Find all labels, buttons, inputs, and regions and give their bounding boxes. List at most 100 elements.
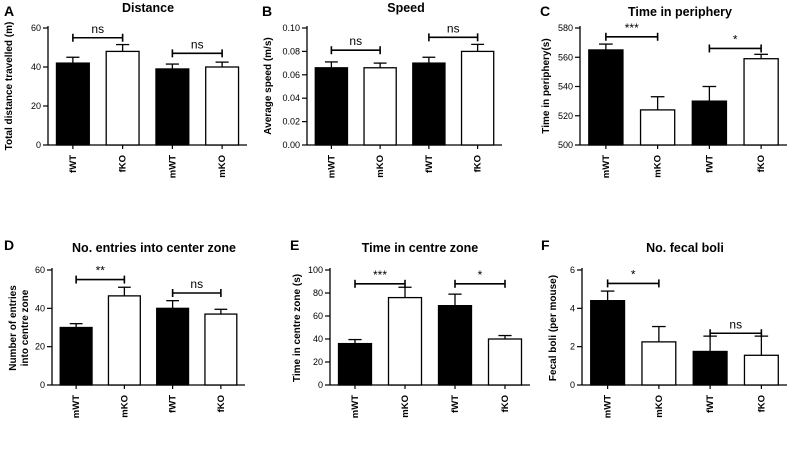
bar-d-mko (107, 295, 141, 386)
y-tick-label-a: 40 (31, 62, 41, 72)
x-tick-label-c: fWT (704, 155, 715, 173)
significance-label-e: * (478, 268, 483, 282)
x-tick-label-c: mKO (653, 155, 664, 178)
panel-d: D No. entries into center zone Number of e… (4, 237, 245, 418)
y-tick-label-b: 0.06 (282, 70, 300, 80)
bar-b-fko (460, 50, 495, 146)
y-axis-label-d: Number of entriesinto centre zone (8, 285, 31, 371)
y-tick-label-a: 20 (31, 101, 41, 111)
y-tick-label-c: 580 (558, 23, 573, 33)
y-tick-label-e: 40 (313, 334, 323, 344)
x-tick-label-f: fWT (705, 395, 716, 413)
bar-f-fwt (692, 350, 728, 386)
x-tick-label-f: mWT (603, 395, 614, 418)
x-tick-label-d: fKO (216, 395, 227, 412)
y-axis-label-f: Fecal boli (per mouse) (548, 275, 559, 381)
y-axis-label-line: into centre zone (20, 289, 31, 366)
x-tick-label-e: fKO (500, 395, 511, 412)
bar-e-mko (387, 296, 423, 386)
x-tick-label-e: fWT (450, 395, 461, 413)
significance-label-d: ** (96, 264, 106, 278)
bar-c-fwt (691, 100, 728, 146)
x-tick-label-f: fKO (756, 395, 767, 412)
y-axis-label-e: Time in centre zone (s) (292, 274, 303, 382)
x-tick-label-b: fKO (473, 155, 484, 172)
y-axis-label-b: Average speed (m/s) (263, 37, 274, 134)
x-tick-label-d: fWT (168, 395, 179, 413)
y-tick-label-a: 60 (31, 23, 41, 33)
y-axis-label-a: Total distance travelled (m) (4, 22, 15, 151)
significance-label-c: *** (625, 21, 639, 35)
bar-e-fko (487, 338, 523, 386)
y-tick-label-d: 40 (35, 303, 45, 313)
chart-title-c: Time in periphery (628, 5, 732, 19)
y-tick-label-a: 0 (36, 140, 41, 150)
y-tick-label-b: 0.04 (282, 93, 300, 103)
x-tick-label-a: mWT (167, 155, 178, 178)
bar-b-mwt (314, 67, 349, 146)
bar-f-fko (743, 354, 779, 386)
panel-label-d: D (4, 237, 14, 253)
x-tick-label-b: mWT (326, 155, 337, 178)
bar-d-mwt (59, 326, 93, 386)
y-tick-label-b: 0.08 (282, 46, 300, 56)
x-tick-label-d: mWT (71, 395, 82, 418)
x-tick-label-c: mWT (601, 155, 612, 178)
y-tick-label-d: 60 (35, 265, 45, 275)
y-tick-label-f: 6 (570, 265, 575, 275)
panel-label-a: A (4, 3, 14, 19)
bar-a-mko (205, 66, 240, 146)
x-tick-label-f: mKO (654, 395, 665, 418)
bar-e-fwt (437, 304, 473, 386)
panel-label-b: B (262, 3, 272, 19)
y-tick-label-b: 0.00 (282, 140, 300, 150)
y-tick-label-c: 520 (558, 111, 573, 121)
x-tick-label-b: fWT (424, 155, 435, 173)
significance-label-a: ns (91, 22, 104, 36)
significance-label-b: ns (447, 21, 460, 35)
panel-e: E Time in centre zone Time in centre zone … (290, 237, 530, 418)
bar-a-mwt (155, 68, 190, 146)
x-tick-label-a: fWT (68, 155, 79, 173)
y-tick-label-e: 80 (313, 288, 323, 298)
panel-label-e: E (290, 237, 299, 253)
y-tick-label-b: 0.02 (282, 117, 300, 127)
bar-c-mwt (588, 49, 624, 146)
y-tick-label-d: 20 (35, 342, 45, 352)
x-tick-label-d: mKO (119, 395, 130, 418)
y-tick-label-f: 0 (570, 380, 575, 390)
chart-title-d: No. entries into center zone (72, 241, 236, 255)
y-tick-label-d: 0 (40, 380, 45, 390)
y-tick-label-b: 0.10 (282, 23, 300, 33)
panel-c: C Time in periphery Time in periphery(s) 50… (540, 3, 787, 178)
bar-c-fko (743, 58, 779, 146)
y-axis-label-line: Number of entries (8, 285, 19, 371)
significance-label-f: * (631, 267, 636, 281)
y-tick-label-e: 20 (313, 357, 323, 367)
panel-b: B Speed Average speed (m/s) 0.00 0.02 0.04 0.0… (262, 1, 502, 178)
x-tick-label-a: mKO (217, 155, 228, 178)
chart-title-a: Distance (122, 1, 174, 15)
panel-f: F No. fecal boli Fecal boli (per mouse) 0 2 4… (541, 237, 787, 418)
chart-title-b: Speed (387, 1, 425, 15)
x-tick-label-a: fKO (118, 155, 129, 172)
y-tick-label-c: 560 (558, 52, 573, 62)
bar-a-fko (105, 50, 140, 146)
significance-label-b: ns (349, 34, 362, 48)
panel-label-f: F (541, 237, 550, 253)
y-tick-label-e: 0 (318, 380, 323, 390)
panel-a: A Distance Total distance travelled (m) 0 20… (4, 1, 247, 178)
significance-label-d: ns (190, 277, 203, 291)
significance-label-c: * (733, 32, 738, 46)
x-tick-label-e: mWT (350, 395, 361, 418)
significance-label-e: *** (373, 268, 387, 282)
bar-c-mko (639, 109, 676, 146)
bar-d-fwt (156, 307, 190, 386)
y-tick-label-e: 100 (308, 265, 323, 275)
panel-label-c: C (540, 3, 550, 19)
x-tick-label-e: mKO (400, 395, 411, 418)
chart-title-f: No. fecal boli (646, 241, 724, 255)
y-tick-label-c: 540 (558, 82, 573, 92)
bar-a-fwt (55, 62, 90, 146)
